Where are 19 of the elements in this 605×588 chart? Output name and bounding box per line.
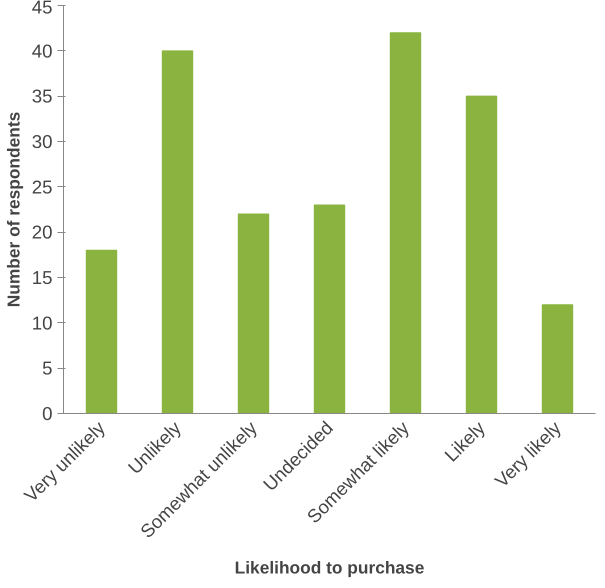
- bar: [390, 32, 422, 414]
- bar: [466, 96, 498, 414]
- y-tick-label: 10: [32, 312, 53, 334]
- y-tick-label: 40: [32, 40, 53, 62]
- y-tick-label: 0: [42, 403, 53, 424]
- y-tick-label: 15: [32, 267, 53, 288]
- y-tick-label: 25: [32, 176, 53, 198]
- x-axis-title: Likelihood to purchase: [234, 557, 425, 578]
- y-tick-label: 5: [42, 358, 53, 379]
- bar: [542, 304, 574, 414]
- y-tick-label: 30: [32, 131, 53, 152]
- y-tick-label: 20: [32, 222, 53, 243]
- bar: [86, 250, 118, 414]
- bar: [162, 50, 194, 414]
- bar: [238, 214, 270, 414]
- y-tick-label: 45: [32, 0, 53, 18]
- bar: [314, 204, 346, 414]
- y-axis-title: Number of respondents: [4, 112, 24, 308]
- y-tick-label: 35: [32, 86, 53, 107]
